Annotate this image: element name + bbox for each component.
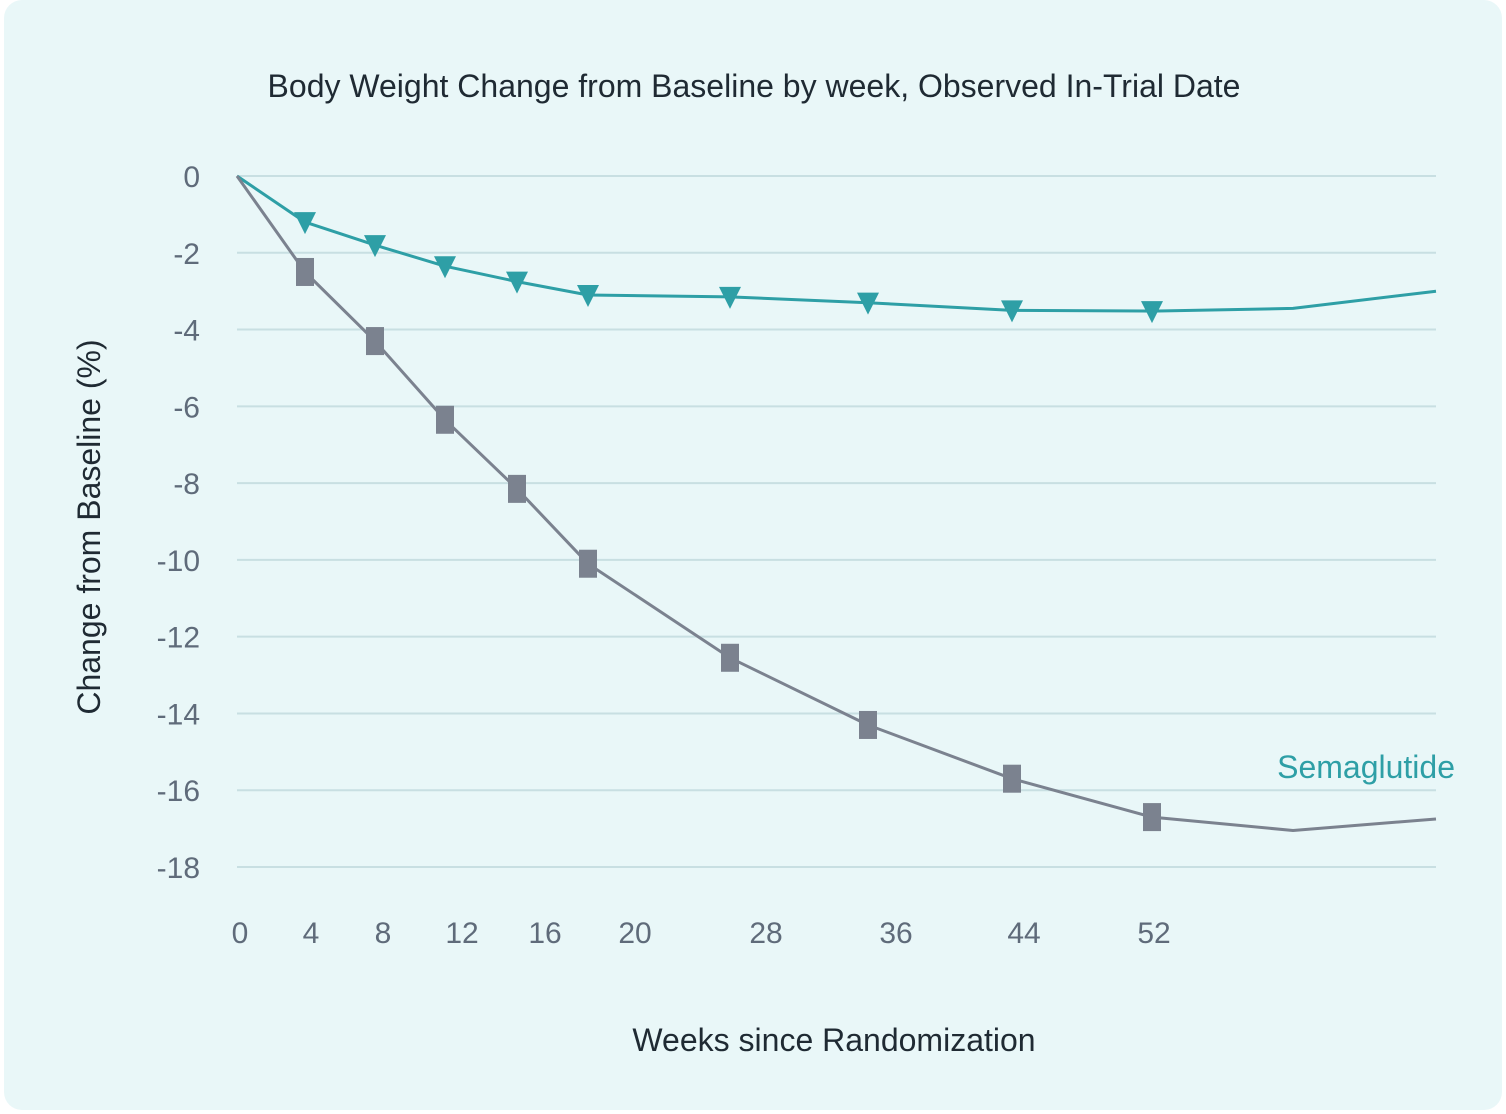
semaglutide-series-label: Semaglutide [1277,749,1455,785]
semaglutide-series-line [236,174,1437,313]
x-axis-ticks: 0 4 8 12 16 20 28 36 44 52 [232,917,1171,950]
square-marker [508,474,526,503]
y-tick-label: -10 [157,545,200,578]
series-markers [294,212,1163,832]
triangle-marker [434,256,456,279]
triangle-marker [1001,300,1023,323]
square-marker [579,549,597,578]
y-tick-label: -18 [157,852,200,885]
x-tick-label: 36 [879,917,912,950]
square-marker [859,710,877,739]
x-axis-label: Weeks since Randomization [632,1022,1035,1058]
y-tick-label: -6 [173,391,200,424]
y-tick-label: -12 [157,622,200,655]
triangle-marker [506,271,528,294]
triangle-marker [294,212,316,235]
square-marker [721,643,739,672]
triangle-marker [857,292,879,315]
grid-lines [237,175,1436,868]
triangle-marker [364,235,386,258]
triangle-marker [577,285,599,308]
square-marker [296,257,314,286]
square-marker [366,327,384,356]
square-marker [1143,803,1161,832]
triangle-marker [1141,301,1163,324]
y-axis-ticks: 0 -2 -4 -6 -8 -10 -12 -14 -16 -18 [157,161,200,885]
x-tick-label: 0 [232,917,249,950]
square-marker [436,405,454,434]
x-tick-label: 20 [618,917,651,950]
y-tick-label: -14 [157,698,200,731]
x-tick-label: 4 [303,917,320,950]
x-tick-label: 16 [528,917,561,950]
x-tick-label: 52 [1137,917,1170,950]
y-tick-label: -8 [173,468,200,501]
y-tick-label: -4 [173,315,200,348]
comparator-series-line [235,175,1437,832]
x-tick-label: 44 [1007,917,1040,950]
square-marker [1003,764,1021,793]
chart-card [4,0,1502,1110]
x-tick-label: 28 [749,917,782,950]
y-tick-label: -2 [173,238,200,271]
triangle-marker [719,286,741,309]
series-lines [235,174,1437,832]
x-tick-label: 12 [445,917,478,950]
x-tick-label: 8 [375,917,392,950]
chart-title: Body Weight Change from Baseline by week… [268,68,1241,104]
y-tick-label: -16 [157,775,200,808]
y-axis-label: Change from Baseline (%) [71,339,107,714]
y-tick-label: 0 [183,161,200,194]
